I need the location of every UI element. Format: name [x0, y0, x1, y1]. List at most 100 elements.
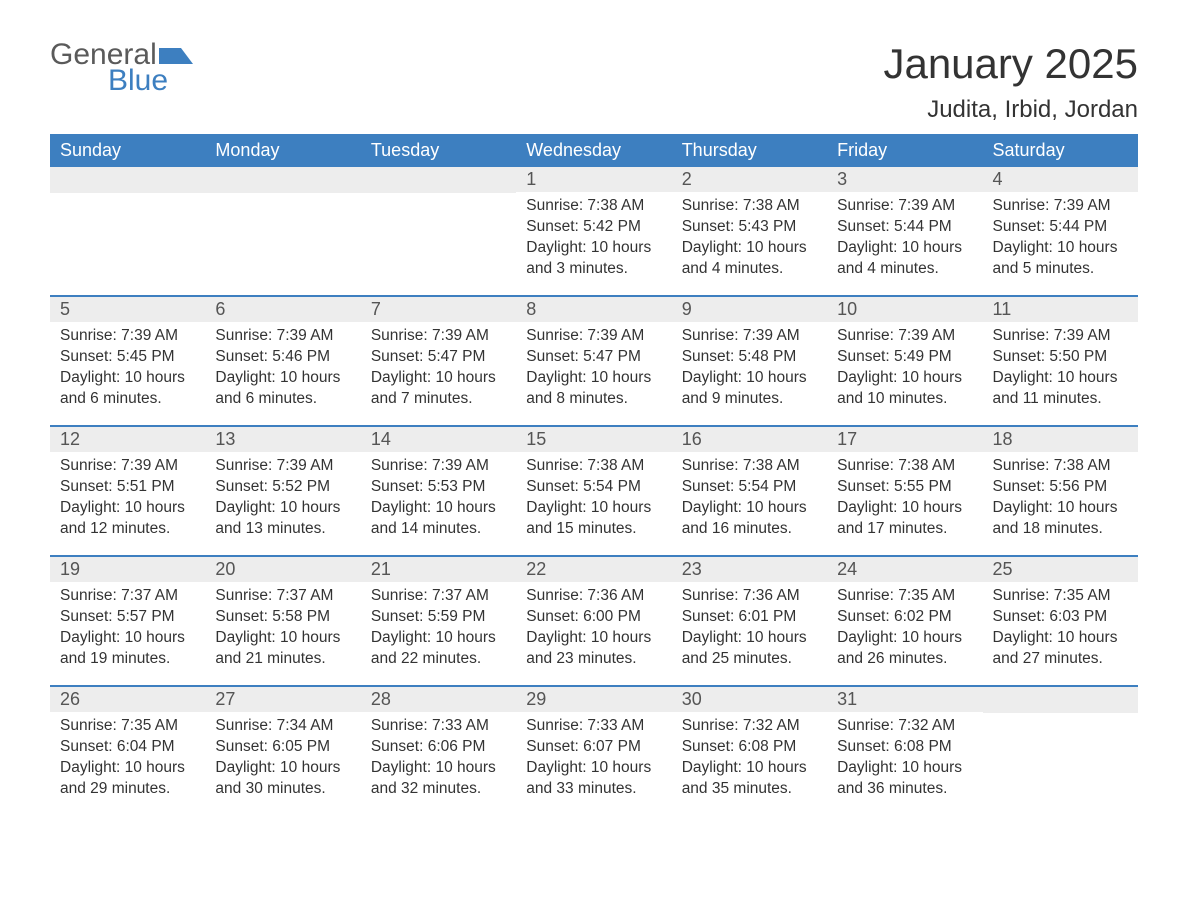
- day-number: [361, 167, 516, 193]
- day-content: Sunrise: 7:39 AMSunset: 5:44 PMDaylight:…: [983, 192, 1138, 290]
- calendar-day-cell: 13Sunrise: 7:39 AMSunset: 5:52 PMDayligh…: [205, 427, 360, 555]
- day-content: Sunrise: 7:36 AMSunset: 6:00 PMDaylight:…: [516, 582, 671, 680]
- day-content: Sunrise: 7:33 AMSunset: 6:06 PMDaylight:…: [361, 712, 516, 810]
- day-content: Sunrise: 7:32 AMSunset: 6:08 PMDaylight:…: [827, 712, 982, 810]
- day-content: Sunrise: 7:39 AMSunset: 5:45 PMDaylight:…: [50, 322, 205, 420]
- day-content: Sunrise: 7:37 AMSunset: 5:58 PMDaylight:…: [205, 582, 360, 680]
- calendar-day-cell: 9Sunrise: 7:39 AMSunset: 5:48 PMDaylight…: [672, 297, 827, 425]
- calendar-day-cell: 14Sunrise: 7:39 AMSunset: 5:53 PMDayligh…: [361, 427, 516, 555]
- day-number: 11: [983, 297, 1138, 322]
- daylight-text: Daylight: 10 hours and 15 minutes.: [526, 498, 661, 540]
- daylight-text: Daylight: 10 hours and 33 minutes.: [526, 758, 661, 800]
- daylight-text: Daylight: 10 hours and 4 minutes.: [837, 238, 972, 280]
- sunrise-text: Sunrise: 7:39 AM: [993, 326, 1128, 347]
- calendar-week-row: 26Sunrise: 7:35 AMSunset: 6:04 PMDayligh…: [50, 687, 1138, 815]
- day-content: Sunrise: 7:39 AMSunset: 5:51 PMDaylight:…: [50, 452, 205, 550]
- sunrise-text: Sunrise: 7:36 AM: [526, 586, 661, 607]
- sunset-text: Sunset: 5:44 PM: [837, 217, 972, 238]
- sunrise-text: Sunrise: 7:39 AM: [371, 326, 506, 347]
- sunset-text: Sunset: 5:43 PM: [682, 217, 817, 238]
- day-number: 30: [672, 687, 827, 712]
- calendar-day-cell: 22Sunrise: 7:36 AMSunset: 6:00 PMDayligh…: [516, 557, 671, 685]
- sunrise-text: Sunrise: 7:38 AM: [682, 196, 817, 217]
- calendar-day-cell: 3Sunrise: 7:39 AMSunset: 5:44 PMDaylight…: [827, 167, 982, 295]
- calendar-day-cell: [361, 167, 516, 295]
- sunrise-text: Sunrise: 7:32 AM: [837, 716, 972, 737]
- title-block: January 2025 Judita, Irbid, Jordan: [883, 40, 1138, 124]
- sunset-text: Sunset: 5:55 PM: [837, 477, 972, 498]
- day-number: 16: [672, 427, 827, 452]
- weekday-header: Monday: [205, 134, 360, 167]
- day-content: Sunrise: 7:36 AMSunset: 6:01 PMDaylight:…: [672, 582, 827, 680]
- sunset-text: Sunset: 5:42 PM: [526, 217, 661, 238]
- day-content: Sunrise: 7:37 AMSunset: 5:59 PMDaylight:…: [361, 582, 516, 680]
- sunrise-text: Sunrise: 7:39 AM: [60, 456, 195, 477]
- calendar-day-cell: 24Sunrise: 7:35 AMSunset: 6:02 PMDayligh…: [827, 557, 982, 685]
- calendar-day-cell: 23Sunrise: 7:36 AMSunset: 6:01 PMDayligh…: [672, 557, 827, 685]
- calendar-day-cell: 15Sunrise: 7:38 AMSunset: 5:54 PMDayligh…: [516, 427, 671, 555]
- day-number: 27: [205, 687, 360, 712]
- day-content: Sunrise: 7:39 AMSunset: 5:47 PMDaylight:…: [516, 322, 671, 420]
- day-number: 23: [672, 557, 827, 582]
- calendar-day-cell: 4Sunrise: 7:39 AMSunset: 5:44 PMDaylight…: [983, 167, 1138, 295]
- calendar-header-row: Sunday Monday Tuesday Wednesday Thursday…: [50, 134, 1138, 167]
- sunrise-text: Sunrise: 7:34 AM: [215, 716, 350, 737]
- calendar-week-row: 5Sunrise: 7:39 AMSunset: 5:45 PMDaylight…: [50, 297, 1138, 425]
- sunset-text: Sunset: 5:59 PM: [371, 607, 506, 628]
- sunset-text: Sunset: 5:46 PM: [215, 347, 350, 368]
- weekday-header: Tuesday: [361, 134, 516, 167]
- sunset-text: Sunset: 5:58 PM: [215, 607, 350, 628]
- sunset-text: Sunset: 5:44 PM: [993, 217, 1128, 238]
- calendar-day-cell: 7Sunrise: 7:39 AMSunset: 5:47 PMDaylight…: [361, 297, 516, 425]
- calendar-table: Sunday Monday Tuesday Wednesday Thursday…: [50, 134, 1138, 815]
- day-number: 9: [672, 297, 827, 322]
- day-content: Sunrise: 7:39 AMSunset: 5:47 PMDaylight:…: [361, 322, 516, 420]
- day-content: Sunrise: 7:32 AMSunset: 6:08 PMDaylight:…: [672, 712, 827, 810]
- day-number: 26: [50, 687, 205, 712]
- sunrise-text: Sunrise: 7:38 AM: [526, 196, 661, 217]
- sunrise-text: Sunrise: 7:39 AM: [993, 196, 1128, 217]
- calendar-day-cell: 26Sunrise: 7:35 AMSunset: 6:04 PMDayligh…: [50, 687, 205, 815]
- daylight-text: Daylight: 10 hours and 21 minutes.: [215, 628, 350, 670]
- day-content: Sunrise: 7:35 AMSunset: 6:03 PMDaylight:…: [983, 582, 1138, 680]
- sunrise-text: Sunrise: 7:39 AM: [215, 326, 350, 347]
- daylight-text: Daylight: 10 hours and 6 minutes.: [215, 368, 350, 410]
- sunset-text: Sunset: 5:54 PM: [682, 477, 817, 498]
- location-subtitle: Judita, Irbid, Jordan: [883, 96, 1138, 124]
- day-number: 6: [205, 297, 360, 322]
- daylight-text: Daylight: 10 hours and 13 minutes.: [215, 498, 350, 540]
- calendar-body: 1Sunrise: 7:38 AMSunset: 5:42 PMDaylight…: [50, 167, 1138, 815]
- sunset-text: Sunset: 5:47 PM: [371, 347, 506, 368]
- day-content: Sunrise: 7:39 AMSunset: 5:50 PMDaylight:…: [983, 322, 1138, 420]
- day-content: Sunrise: 7:39 AMSunset: 5:44 PMDaylight:…: [827, 192, 982, 290]
- sunrise-text: Sunrise: 7:32 AM: [682, 716, 817, 737]
- sunset-text: Sunset: 6:00 PM: [526, 607, 661, 628]
- day-content: Sunrise: 7:38 AMSunset: 5:54 PMDaylight:…: [516, 452, 671, 550]
- day-number: 14: [361, 427, 516, 452]
- day-content: Sunrise: 7:35 AMSunset: 6:04 PMDaylight:…: [50, 712, 205, 810]
- sunset-text: Sunset: 5:47 PM: [526, 347, 661, 368]
- calendar-day-cell: 18Sunrise: 7:38 AMSunset: 5:56 PMDayligh…: [983, 427, 1138, 555]
- calendar-day-cell: 20Sunrise: 7:37 AMSunset: 5:58 PMDayligh…: [205, 557, 360, 685]
- sunset-text: Sunset: 6:08 PM: [837, 737, 972, 758]
- sunrise-text: Sunrise: 7:39 AM: [837, 326, 972, 347]
- sunrise-text: Sunrise: 7:38 AM: [837, 456, 972, 477]
- daylight-text: Daylight: 10 hours and 7 minutes.: [371, 368, 506, 410]
- daylight-text: Daylight: 10 hours and 6 minutes.: [60, 368, 195, 410]
- day-number: 13: [205, 427, 360, 452]
- sunset-text: Sunset: 6:07 PM: [526, 737, 661, 758]
- sunset-text: Sunset: 5:51 PM: [60, 477, 195, 498]
- calendar-day-cell: 10Sunrise: 7:39 AMSunset: 5:49 PMDayligh…: [827, 297, 982, 425]
- weekday-header: Friday: [827, 134, 982, 167]
- day-content: Sunrise: 7:33 AMSunset: 6:07 PMDaylight:…: [516, 712, 671, 810]
- day-number: 12: [50, 427, 205, 452]
- daylight-text: Daylight: 10 hours and 9 minutes.: [682, 368, 817, 410]
- daylight-text: Daylight: 10 hours and 4 minutes.: [682, 238, 817, 280]
- sunset-text: Sunset: 6:04 PM: [60, 737, 195, 758]
- sunrise-text: Sunrise: 7:37 AM: [60, 586, 195, 607]
- calendar-day-cell: [50, 167, 205, 295]
- weekday-header: Sunday: [50, 134, 205, 167]
- sunrise-text: Sunrise: 7:39 AM: [526, 326, 661, 347]
- sunset-text: Sunset: 5:52 PM: [215, 477, 350, 498]
- day-content: Sunrise: 7:39 AMSunset: 5:49 PMDaylight:…: [827, 322, 982, 420]
